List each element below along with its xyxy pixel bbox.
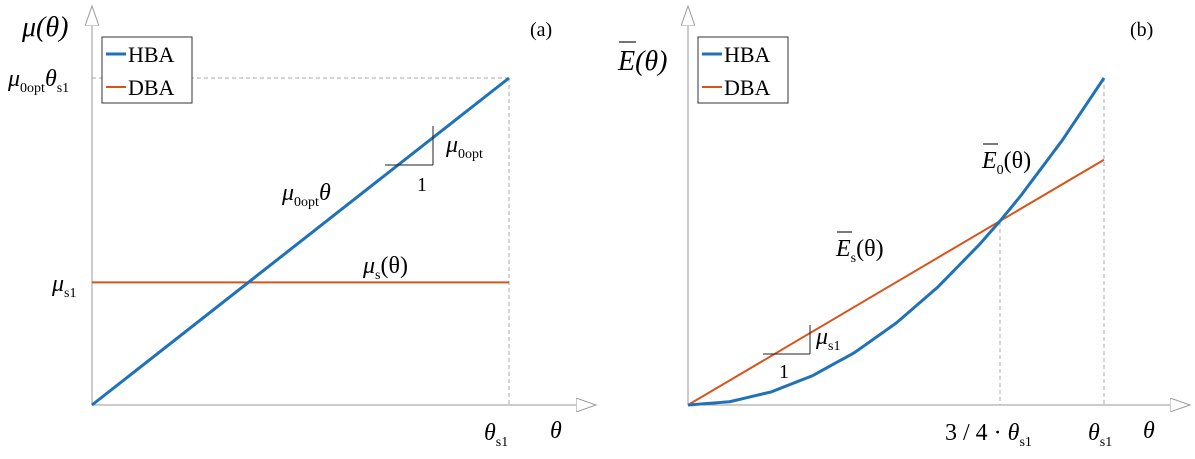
- panel-a-legend-hba-label: HBA: [128, 42, 175, 67]
- panel-b-plot-area: [687, 77, 1106, 407]
- panel-b-dba-curve-text: Es(θ): [835, 236, 884, 266]
- panel-b-series-hba: [687, 77, 1106, 407]
- panel-a-hba-line-label: μ0optθ: [281, 180, 331, 210]
- panel-a-series-hba: [91, 76, 510, 407]
- panel-a-legend-box: [101, 36, 193, 104]
- panel-a-slope-rise-label: μ0opt: [445, 132, 483, 162]
- panel-b-y-axis-label: E(θ): [617, 41, 668, 77]
- panel-b-slope-run-label: 1: [779, 361, 789, 383]
- panel-b-series-dba: [687, 158, 1105, 406]
- panel-b-slope-rise-label: μs1: [815, 324, 841, 354]
- panel-a: 1 μ0opt μ0optθ μs(θ) μ(θ) (a) μ0optθs1 μ…: [7, 6, 596, 450]
- panel-b-legend-dba-label: DBA: [724, 75, 771, 100]
- panel-b-x-tick-end: θs1: [1088, 420, 1112, 450]
- panel-b-legend: HBA DBA: [697, 36, 789, 104]
- panel-a-legend-dba-label: DBA: [128, 75, 175, 100]
- panel-a-plot-area: [91, 76, 510, 407]
- panel-b-x-axis-label: θ: [1143, 418, 1155, 444]
- panel-a-slope-run-label: 1: [417, 174, 427, 196]
- panel-b-y-axis-label-text: E(θ): [617, 46, 668, 77]
- panel-b: 1 μs1 E0(θ) Es(θ) E(θ) (b) 3 / 4 · θs1: [617, 6, 1190, 450]
- panel-b-legend-hba-label: HBA: [724, 42, 771, 67]
- panel-b-hba-curve-label: E0(θ): [981, 143, 1031, 178]
- panel-b-dba-curve-label: Es(θ): [835, 231, 884, 266]
- panel-b-panel-label: (b): [1130, 19, 1153, 41]
- panel-a-x-tick: θs1: [484, 420, 508, 450]
- panel-a-x-axis-label: θ: [550, 418, 562, 444]
- panel-b-x-tick-mid: 3 / 4 · θs1: [945, 420, 1032, 450]
- panel-a-y-tick-mid: μs1: [51, 271, 77, 301]
- panel-b-legend-box: [697, 36, 789, 104]
- panel-a-legend: HBA DBA: [101, 36, 193, 104]
- panel-a-dba-line-label: μs(θ): [362, 253, 408, 283]
- panel-b-hba-curve-text: E0(θ): [981, 148, 1031, 178]
- panel-a-panel-label: (a): [530, 19, 552, 41]
- panel-a-y-tick-top: μ0optθs1: [7, 66, 69, 96]
- panel-a-y-axis-label: μ(θ): [21, 12, 68, 43]
